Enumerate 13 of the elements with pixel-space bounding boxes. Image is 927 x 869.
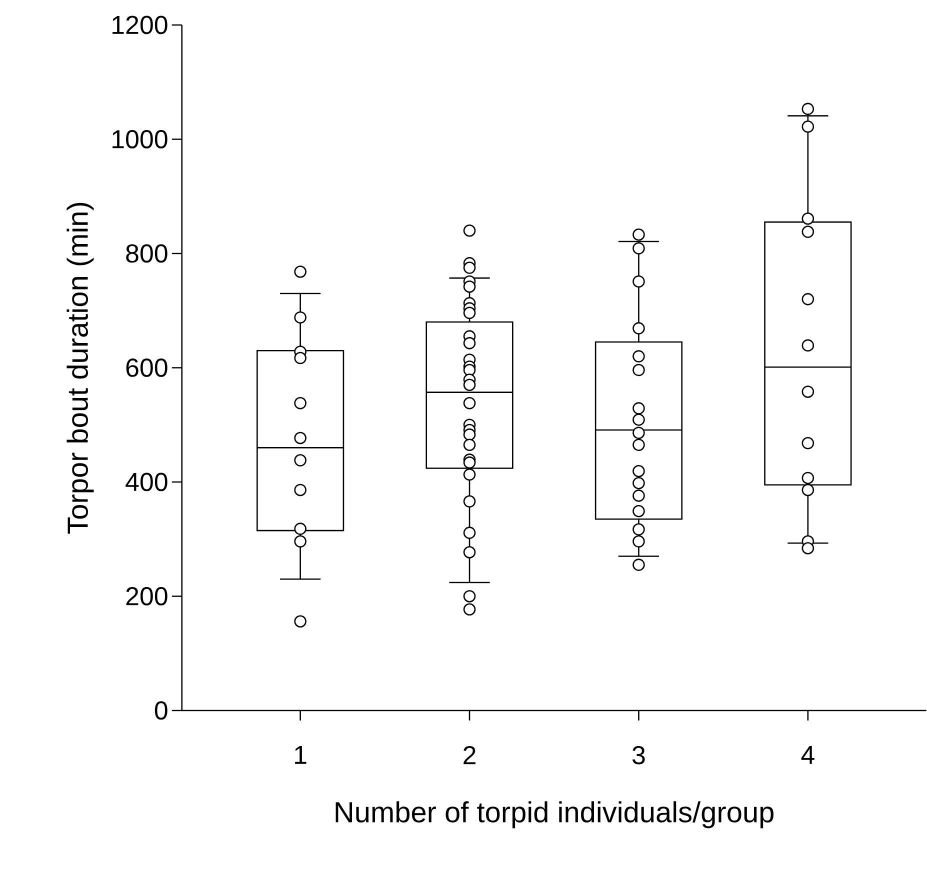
- x-tick-label: 3: [632, 746, 645, 764]
- y-tick-label: 600: [126, 358, 168, 377]
- y-axis-title: Torpor bout duration (min): [66, 202, 94, 534]
- y-tick-label: 0: [154, 701, 168, 720]
- y-tick-label: 1000: [112, 130, 168, 148]
- x-tick-label: 2: [464, 746, 476, 764]
- x-tick-label: 1: [295, 746, 306, 764]
- y-tick-label: 200: [126, 586, 168, 606]
- y-tick-label: 800: [126, 244, 168, 262]
- y-tick-label: 1200: [112, 16, 168, 34]
- x-tick-label: 4: [801, 746, 814, 764]
- y-tick-label: 400: [126, 472, 168, 491]
- x-axis-title: Number of torpid individuals/group: [336, 801, 774, 828]
